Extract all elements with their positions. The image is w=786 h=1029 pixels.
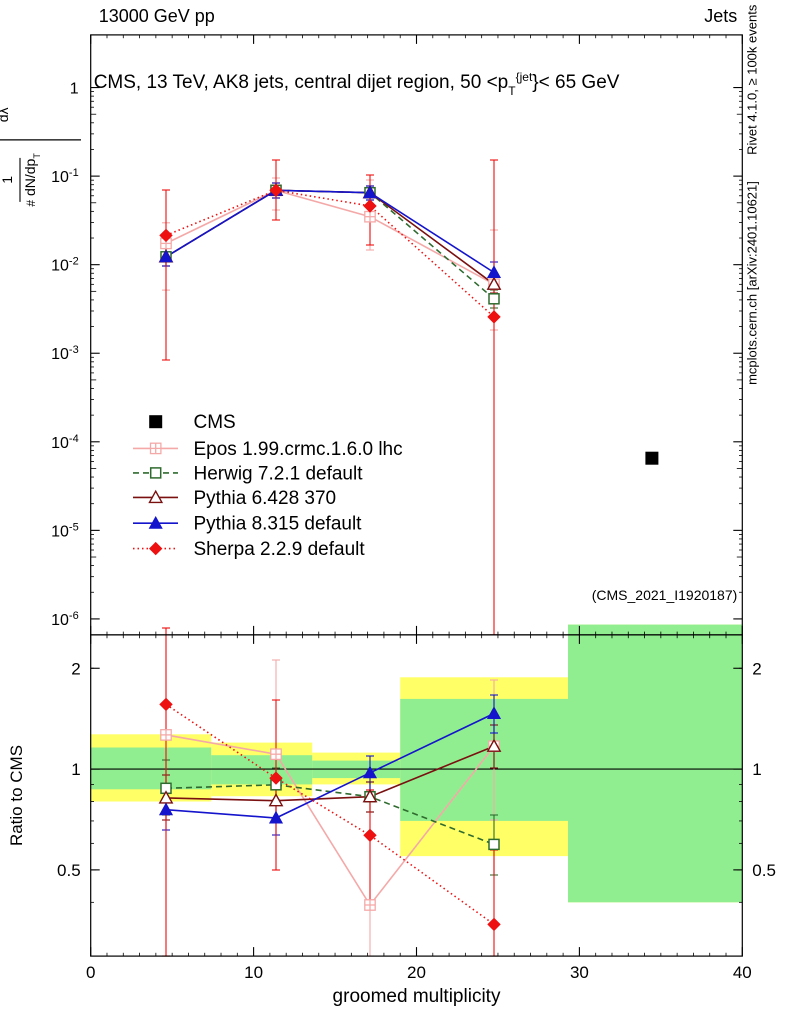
svg-text:Sherpa 2.2.9 default: Sherpa 2.2.9 default <box>194 539 366 560</box>
svg-text:Herwig 7.2.1 default: Herwig 7.2.1 default <box>194 463 364 484</box>
svg-text:1: 1 <box>0 176 15 184</box>
svg-text:1: 1 <box>70 81 79 98</box>
svg-text:Rivet 4.1.0, ≥ 100k events: Rivet 4.1.0, ≥ 100k events <box>744 4 759 155</box>
svg-text:10: 10 <box>244 963 263 982</box>
svg-text:(CMS_2021_I1920187): (CMS_2021_I1920187) <box>592 587 738 603</box>
svg-text:mcplots.cern.ch [arXiv:2401.10: mcplots.cern.ch [arXiv:2401.10621] <box>744 181 759 385</box>
svg-text:2: 2 <box>71 659 80 678</box>
svg-text:0.5: 0.5 <box>752 861 776 880</box>
svg-text:Pythia 6.428 370: Pythia 6.428 370 <box>194 488 337 509</box>
svg-text:1: 1 <box>752 760 761 779</box>
svg-text:2: 2 <box>752 659 761 678</box>
svg-text:40: 40 <box>733 963 752 982</box>
svg-text:1: 1 <box>71 760 80 779</box>
svg-text:30: 30 <box>570 963 589 982</box>
svg-text:groomed multiplicity: groomed multiplicity <box>333 986 501 1007</box>
svg-text:20: 20 <box>407 963 426 982</box>
svg-text:Epos 1.99.crmc.1.6.0 lhc: Epos 1.99.crmc.1.6.0 lhc <box>194 439 403 460</box>
svg-text:0.5: 0.5 <box>57 861 81 880</box>
svg-text:Ratio to CMS: Ratio to CMS <box>7 745 26 846</box>
svg-text:13000 GeV pp: 13000 GeV pp <box>99 6 215 26</box>
svg-text:CMS: CMS <box>194 412 236 433</box>
svg-text:Jets: Jets <box>704 6 737 26</box>
svg-text:0: 0 <box>86 963 95 982</box>
svg-text:dλ: dλ <box>0 108 11 123</box>
svg-text:Pythia 8.315 default: Pythia 8.315 default <box>194 514 363 535</box>
